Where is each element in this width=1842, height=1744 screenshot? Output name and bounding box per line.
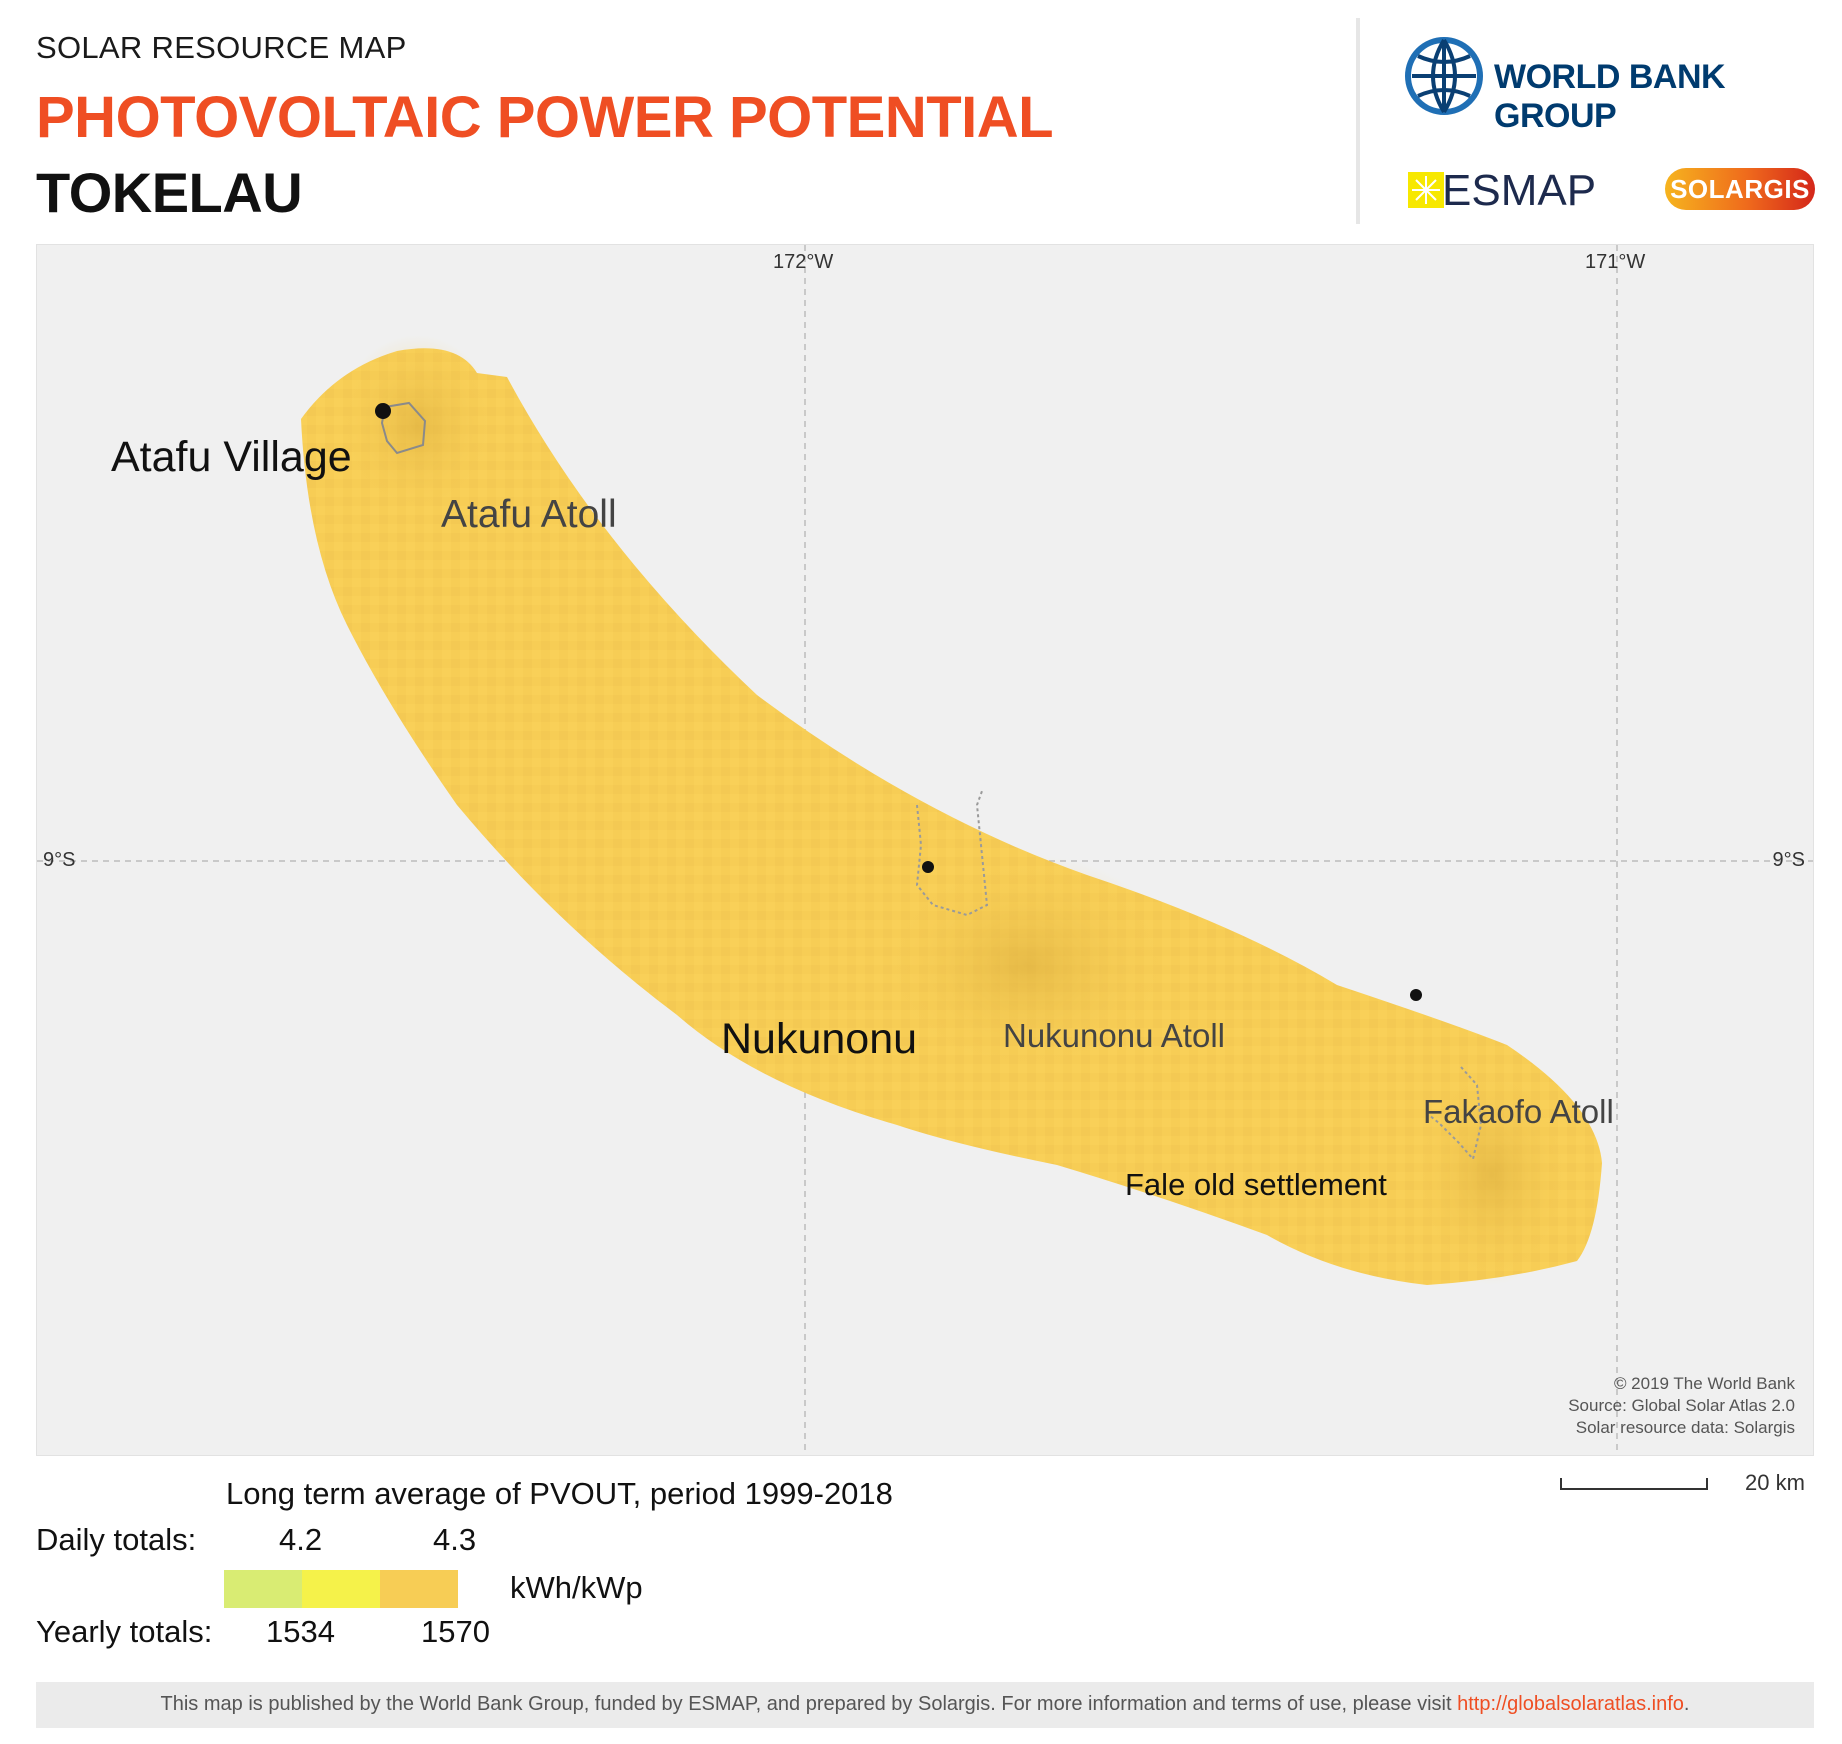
footer-link[interactable]: http://globalsolaratlas.info	[1457, 1693, 1684, 1715]
legend-daily-label: Daily totals:	[36, 1522, 197, 1557]
legend-color-bar	[224, 1570, 458, 1608]
legend-yearly-max: 1570	[421, 1614, 490, 1649]
world-bank-globe-logo	[1405, 37, 1483, 115]
longitude-label-171w: 171°W	[1585, 251, 1646, 273]
terrain-shade	[1412, 1065, 1572, 1285]
atafu-village-marker[interactable]	[375, 403, 391, 419]
legend-swatch	[224, 1570, 302, 1608]
scale-bar	[1560, 1478, 1708, 1490]
country-name: TOKELAU	[36, 161, 303, 224]
place-label-atafu-village: Atafu Village	[111, 433, 352, 481]
solargis-wordmark: SOLARGIS	[1670, 174, 1810, 204]
place-label-fale-old-settlement: Fale old settlement	[1125, 1167, 1387, 1202]
map-kicker: SOLAR RESOURCE MAP	[36, 30, 407, 65]
legend-swatch	[302, 1570, 380, 1608]
terrain-shade	[337, 335, 497, 515]
latitude-label-9s-left: 9°S	[43, 849, 76, 871]
place-label-atafu-atoll: Atafu Atoll	[441, 493, 617, 536]
legend-unit: kWh/kWp	[510, 1570, 643, 1605]
footer-period: .	[1683, 1693, 1690, 1715]
legend-yearly-min: 1534	[266, 1614, 335, 1649]
legend-swatch	[380, 1570, 458, 1608]
map-credits: © 2019 The World Bank Source: Global Sol…	[1568, 1373, 1795, 1439]
credit-data: Solar resource data: Solargis	[1575, 1418, 1795, 1437]
nukunonu-atoll-outline	[915, 790, 989, 917]
esmap-sun-logo	[1408, 172, 1444, 208]
latitude-label-9s-right: 9°S	[1772, 849, 1805, 871]
legend-yearly-label: Yearly totals:	[36, 1614, 213, 1649]
esmap-wordmark: ESMAP	[1442, 166, 1597, 215]
terrain-shade	[877, 855, 1177, 1075]
legend-title: Long term average of PVOUT, period 1999-…	[226, 1476, 893, 1511]
map-canvas	[37, 245, 1813, 1455]
credit-source: Source: Global Solar Atlas 2.0	[1568, 1396, 1795, 1415]
legend-daily-min: 4.2	[279, 1522, 323, 1557]
nukunonu-marker[interactable]	[922, 861, 934, 873]
legend-daily-max: 4.3	[433, 1522, 477, 1557]
scale-bar-label: 20 km	[1745, 1470, 1805, 1495]
footer-text: This map is published by the World Bank …	[36, 1693, 1814, 1716]
place-label-nukunonu-atoll: Nukunonu Atoll	[1003, 1017, 1225, 1054]
fakaofo-atoll-outline	[1428, 1066, 1483, 1162]
longitude-label-172w: 172°W	[773, 251, 834, 273]
solargis-logo	[1665, 168, 1815, 210]
footer-statement: This map is published by the World Bank …	[160, 1693, 1458, 1715]
fale-settlement-marker[interactable]	[1410, 989, 1422, 1001]
place-label-fakaofo-atoll: Fakaofo Atoll	[1423, 1093, 1614, 1130]
pvout-region	[301, 348, 1602, 1285]
atafu-atoll-outline	[380, 401, 427, 455]
credit-copyright: © 2019 The World Bank	[1613, 1374, 1795, 1393]
footer-bar: This map is published by the World Bank …	[36, 1682, 1814, 1728]
place-label-nukunonu: Nukunonu	[721, 1015, 918, 1063]
map-title: PHOTOVOLTAIC POWER POTENTIAL	[36, 85, 1054, 150]
map-frame: 172°W 171°W 9°S 9°S Atafu Village Atafu …	[36, 244, 1814, 1456]
world-bank-group-wordmark: WORLD BANK GROUP	[1494, 58, 1726, 135]
header-divider	[1356, 18, 1360, 224]
